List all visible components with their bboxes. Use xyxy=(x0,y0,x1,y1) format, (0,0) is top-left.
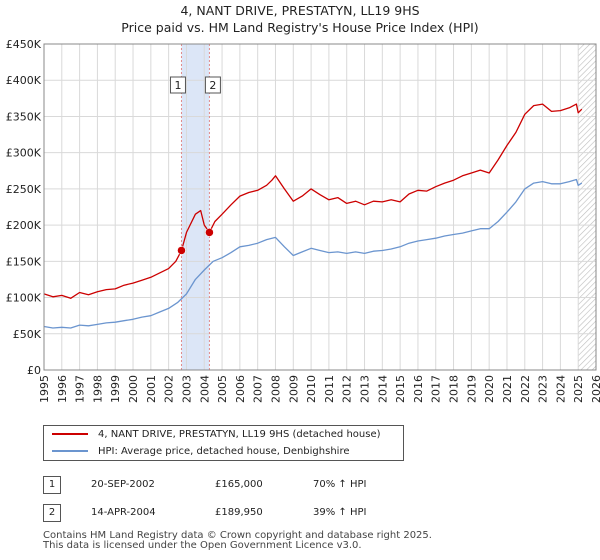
x-tick-label: 1997 xyxy=(74,375,87,403)
x-tick-label: 2007 xyxy=(252,375,265,403)
sale-badge-2: 2 xyxy=(43,504,61,522)
x-tick-label: 2002 xyxy=(163,375,176,403)
x-tick-label: 2009 xyxy=(287,375,300,403)
x-tick-label: 2016 xyxy=(412,375,425,403)
x-tick-label: 1995 xyxy=(38,375,51,403)
x-tick-label: 2015 xyxy=(394,375,407,403)
x-tick-label: 2019 xyxy=(465,375,478,403)
x-tick-label: 2012 xyxy=(341,375,354,403)
sale-hpi-1: 70% ↑ HPI xyxy=(313,479,367,490)
y-tick-label: £400K xyxy=(6,74,42,87)
title-line-2: Price paid vs. HM Land Registry's House … xyxy=(121,20,479,35)
x-tick-label: 2004 xyxy=(198,375,211,403)
sale-date-1: 20-SEP-2002 xyxy=(91,479,155,490)
legend-blue-swatch xyxy=(52,450,88,452)
x-tick-label: 1996 xyxy=(56,375,69,403)
x-tick-label: 2005 xyxy=(216,375,229,403)
x-tick-label: 2008 xyxy=(269,375,282,403)
sale-label-2: 2 xyxy=(209,79,216,92)
sale-price-1: £165,000 xyxy=(215,479,263,490)
y-tick-label: £150K xyxy=(6,255,42,268)
footer-line-1: Contains HM Land Registry data © Crown c… xyxy=(43,530,432,541)
legend-red-swatch xyxy=(52,433,88,435)
legend-item-hpi: HPI: Average price, detached house, Denb… xyxy=(52,444,349,460)
x-tick-label: 2011 xyxy=(323,375,336,403)
legend-item-property: 4, NANT DRIVE, PRESTATYN, LL19 9HS (deta… xyxy=(52,427,381,443)
x-tick-label: 2021 xyxy=(501,375,514,403)
y-tick-label: £100K xyxy=(6,292,42,305)
y-tick-label: £350K xyxy=(6,110,42,123)
title-line-1: 4, NANT DRIVE, PRESTATYN, LL19 9HS xyxy=(180,3,420,18)
x-tick-label: 2023 xyxy=(537,375,550,403)
x-tick-label: 2001 xyxy=(145,375,158,403)
plot-area xyxy=(44,44,596,370)
sale-point-1 xyxy=(177,246,186,255)
hpi-line xyxy=(43,178,583,329)
future-hatch-region xyxy=(578,44,596,370)
x-tick-label: 2020 xyxy=(483,375,496,403)
footer-attribution: Contains HM Land Registry data © Crown c… xyxy=(43,531,432,551)
x-tick-label: 2014 xyxy=(376,375,389,403)
legend-blue-label: HPI: Average price, detached house, Denb… xyxy=(98,446,350,457)
x-tick-label: 2025 xyxy=(572,375,585,403)
property-price-line xyxy=(43,103,583,299)
y-tick-label: £300K xyxy=(6,147,42,160)
y-tick-label: £50K xyxy=(13,328,42,341)
x-tick-label: 1999 xyxy=(109,375,122,403)
legend-red-label: 4, NANT DRIVE, PRESTATYN, LL19 9HS (deta… xyxy=(98,429,381,440)
x-tick-label: 2006 xyxy=(234,375,247,403)
x-tick-label: 2010 xyxy=(305,375,318,403)
y-tick-label: £450K xyxy=(6,38,42,51)
x-tick-label: 2024 xyxy=(554,375,567,403)
x-tick-label: 1998 xyxy=(91,375,104,403)
x-tick-label: 2022 xyxy=(519,375,532,403)
y-tick-label: £0 xyxy=(27,364,41,377)
x-tick-label: 2013 xyxy=(359,375,372,403)
chart-title: 4, NANT DRIVE, PRESTATYN, LL19 9HS Price… xyxy=(0,2,600,36)
sale-date-2: 14-APR-2004 xyxy=(91,507,156,518)
sale-price-2: £189,950 xyxy=(215,507,263,518)
sale-label-1: 1 xyxy=(174,79,181,92)
x-tick-label: 2026 xyxy=(590,375,600,403)
legend: 4, NANT DRIVE, PRESTATYN, LL19 9HS (deta… xyxy=(43,425,404,461)
sale-point-2 xyxy=(205,228,214,237)
sale-label-box-2 xyxy=(204,76,221,94)
price-chart: 1 2 £0 £50K £100K £150K £200K £250K £300K £350K £… xyxy=(6,38,600,403)
x-tick-label: 2017 xyxy=(430,375,443,403)
x-tick-label: 2018 xyxy=(448,375,461,403)
sale-hpi-2: 39% ↑ HPI xyxy=(313,507,367,518)
sale-label-box-1 xyxy=(169,76,186,94)
footer-line-2: This data is licensed under the Open Gov… xyxy=(43,540,362,551)
sale-badge-1: 1 xyxy=(43,476,61,494)
x-tick-label: 2003 xyxy=(180,375,193,403)
y-tick-label: £250K xyxy=(6,183,42,196)
y-tick-label: £200K xyxy=(6,219,42,232)
x-tick-label: 2000 xyxy=(127,375,140,403)
plot-frame xyxy=(43,43,597,371)
